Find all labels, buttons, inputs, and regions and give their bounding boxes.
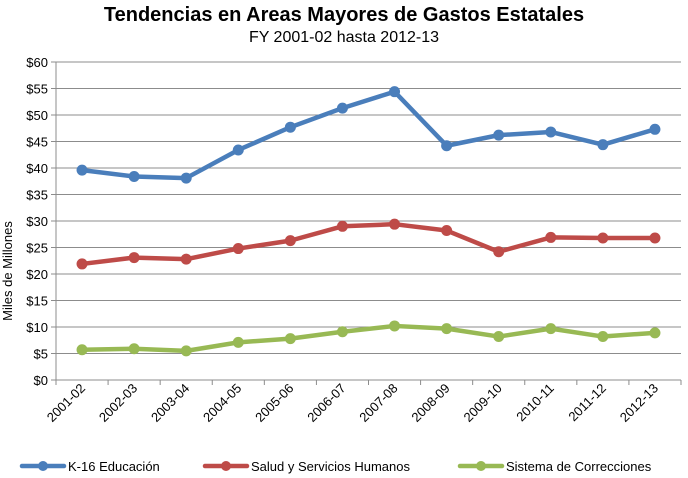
x-tick-label: 2012-13: [617, 381, 661, 425]
data-point: [493, 246, 505, 258]
data-point: [284, 121, 296, 133]
legend-swatch-marker: [476, 461, 486, 471]
data-point: [441, 225, 453, 237]
y-tick-label: $35: [26, 188, 48, 203]
data-point: [128, 343, 140, 355]
data-point: [389, 320, 401, 332]
y-tick-label: $30: [26, 214, 48, 229]
data-point: [336, 102, 348, 114]
legend: K-16 Educación Salud y Servicios Humanos S…: [19, 459, 652, 474]
x-tick-label: 2009-10: [460, 381, 504, 425]
x-axis-ticks: 2001-02 2002-03 2003-04 2004-05 2005-06 2006-…: [44, 380, 682, 425]
data-point: [597, 139, 609, 151]
chart-title: Tendencias en Areas Mayores de Gastos Es…: [103, 4, 585, 26]
data-point: [336, 326, 348, 338]
data-point: [493, 129, 505, 141]
x-tick-label: 2010-11: [513, 381, 557, 425]
data-point: [389, 86, 401, 98]
legend-item: K-16 Educación: [19, 459, 160, 474]
x-tick-label: 2006-07: [304, 381, 348, 425]
gridlines: [56, 61, 681, 354]
series-line: [79, 89, 658, 181]
data-point: [180, 345, 192, 357]
data-point: [232, 144, 244, 156]
legend-swatch-marker: [221, 461, 231, 471]
data-series: [76, 86, 661, 357]
data-point: [284, 333, 296, 345]
x-tick-label: 2002-03: [96, 381, 140, 425]
y-tick-label: $20: [26, 267, 48, 282]
legend-label: Salud y Servicios Humanos: [251, 459, 410, 474]
series-0: [76, 86, 661, 184]
data-point: [597, 331, 609, 343]
legend-label: Sistema de Correcciones: [506, 459, 652, 474]
y-tick-label: $40: [26, 161, 48, 176]
data-point: [76, 164, 88, 176]
series-2: [76, 320, 661, 357]
data-point: [284, 235, 296, 247]
series-line: [79, 323, 658, 354]
data-point: [597, 232, 609, 244]
data-point: [76, 258, 88, 270]
data-point: [649, 327, 661, 339]
data-point: [336, 220, 348, 232]
data-point: [180, 172, 192, 184]
data-point: [232, 243, 244, 255]
data-point: [232, 336, 244, 348]
legend-label: K-16 Educación: [68, 459, 160, 474]
data-point: [545, 126, 557, 138]
y-axis-label: Miles de Millones: [0, 221, 15, 321]
legend-item: Sistema de Correcciones: [457, 459, 652, 474]
legend-swatch-marker: [38, 461, 48, 471]
x-tick-label: 2001-02: [44, 381, 88, 425]
x-tick-label: 2007-08: [356, 381, 400, 425]
y-tick-label: $25: [26, 241, 48, 256]
data-point: [441, 323, 453, 335]
series-line: [79, 221, 658, 267]
y-tick-label: $10: [26, 320, 48, 335]
series-1: [76, 218, 661, 270]
y-tick-label: $5: [34, 347, 48, 362]
data-point: [493, 331, 505, 343]
data-point: [545, 323, 557, 335]
y-tick-label: $0: [34, 373, 48, 388]
y-tick-label: $45: [26, 135, 48, 150]
data-point: [389, 218, 401, 230]
data-point: [180, 253, 192, 265]
data-point: [128, 170, 140, 182]
y-axis-ticks: $0 $5 $10 $15 $20 $25 $30 $35 $40 $45 $50 $55 $60: [26, 55, 56, 388]
legend-item: Salud y Servicios Humanos: [202, 459, 410, 474]
data-point: [545, 231, 557, 243]
x-tick-label: 2011-12: [565, 381, 609, 425]
x-tick-label: 2004-05: [200, 381, 244, 425]
x-tick-label: 2008-09: [408, 381, 452, 425]
chart-subtitle: FY 2001-02 hasta 2012-13: [248, 29, 440, 46]
y-tick-label: $50: [26, 108, 48, 123]
data-point: [76, 344, 88, 356]
x-tick-label: 2003-04: [148, 381, 192, 425]
data-point: [649, 123, 661, 135]
data-point: [649, 232, 661, 244]
y-tick-label: $55: [26, 82, 48, 97]
data-point: [128, 252, 140, 264]
x-tick-label: 2005-06: [252, 381, 296, 425]
y-tick-label: $60: [26, 55, 48, 70]
y-tick-label: $15: [26, 294, 48, 309]
data-point: [441, 140, 453, 152]
